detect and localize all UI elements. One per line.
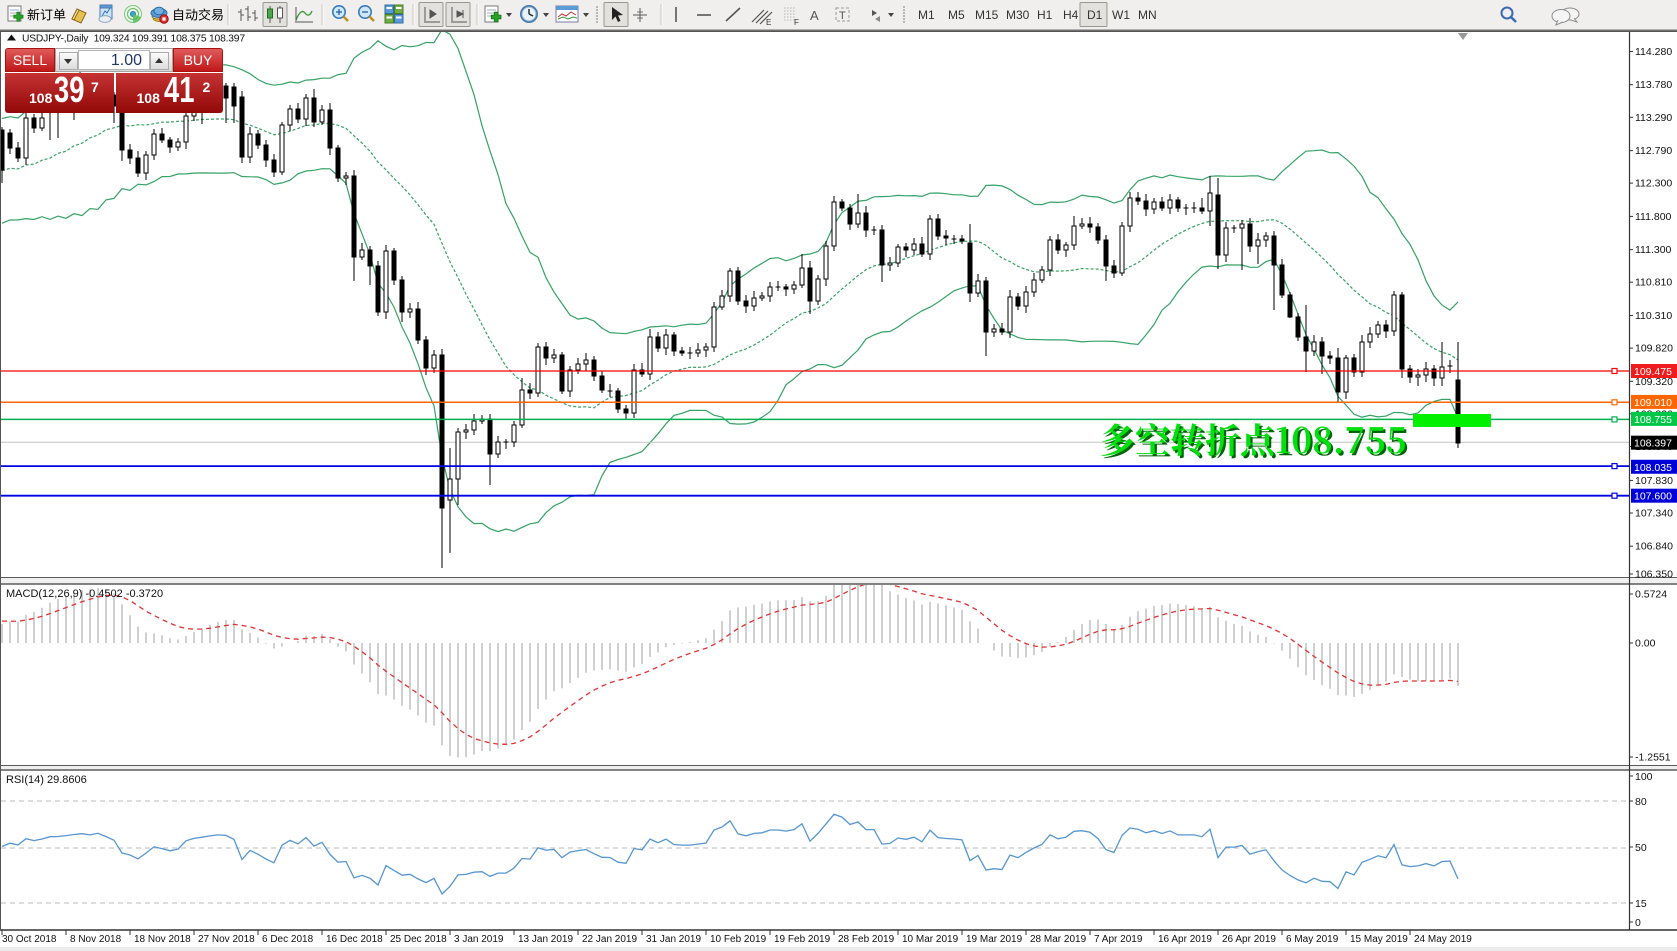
svg-text:F: F: [794, 18, 799, 27]
svg-text:W1: W1: [1112, 8, 1130, 22]
svg-text:E: E: [766, 18, 771, 27]
svg-text:109.820: 109.820: [1635, 343, 1673, 355]
svg-text:113.780: 113.780: [1635, 79, 1672, 91]
svg-text:RSI(14) 29.8606: RSI(14) 29.8606: [6, 774, 87, 786]
svg-text:110.310: 110.310: [1635, 310, 1672, 322]
svg-text:6 May 2019: 6 May 2019: [1286, 934, 1339, 945]
svg-text:M5: M5: [948, 8, 965, 22]
svg-text:MACD(12,26,9) -0.4502 -0.3720: MACD(12,26,9) -0.4502 -0.3720: [6, 588, 163, 600]
svg-text:108.755: 108.755: [1634, 414, 1672, 426]
svg-text:24 May 2019: 24 May 2019: [1414, 934, 1472, 945]
svg-text:100: 100: [1635, 771, 1653, 783]
svg-text:108.397: 108.397: [1634, 438, 1672, 450]
svg-text:19 Feb 2019: 19 Feb 2019: [774, 934, 831, 945]
svg-text:22 Jan 2019: 22 Jan 2019: [582, 934, 637, 945]
svg-text:A: A: [810, 8, 819, 23]
svg-text:15 May 2019: 15 May 2019: [1350, 934, 1408, 945]
svg-text:6 Dec 2018: 6 Dec 2018: [262, 934, 314, 945]
svg-text:H4: H4: [1063, 8, 1079, 22]
svg-text:0.00: 0.00: [1635, 638, 1656, 650]
svg-text:28 Feb 2019: 28 Feb 2019: [838, 934, 895, 945]
svg-text:28 Mar 2019: 28 Mar 2019: [1030, 934, 1087, 945]
svg-text:T: T: [839, 10, 846, 22]
svg-text:M1: M1: [918, 8, 935, 22]
svg-text:109.475: 109.475: [1634, 366, 1672, 378]
svg-text:13 Jan 2019: 13 Jan 2019: [518, 934, 573, 945]
svg-text:10 Feb 2019: 10 Feb 2019: [710, 934, 767, 945]
svg-text:110.810: 110.810: [1635, 277, 1672, 289]
svg-text:107.340: 107.340: [1635, 507, 1673, 519]
svg-text:15: 15: [1635, 898, 1647, 910]
svg-text:0: 0: [1635, 917, 1641, 929]
svg-text:-1.2551: -1.2551: [1635, 752, 1671, 764]
svg-text:111.800: 111.800: [1635, 211, 1672, 223]
svg-text:10 Mar 2019: 10 Mar 2019: [902, 934, 959, 945]
svg-text:108.035: 108.035: [1634, 462, 1672, 474]
svg-text:114.280: 114.280: [1635, 46, 1672, 58]
svg-text:MN: MN: [1138, 8, 1157, 22]
svg-text:80: 80: [1635, 796, 1647, 808]
svg-text:D1: D1: [1087, 8, 1103, 22]
svg-text:7 Apr 2019: 7 Apr 2019: [1094, 934, 1143, 945]
svg-text:M15: M15: [975, 8, 999, 22]
svg-text:M30: M30: [1006, 8, 1030, 22]
svg-text:25 Dec 2018: 25 Dec 2018: [390, 934, 447, 945]
svg-text:50: 50: [1635, 842, 1647, 854]
svg-text:109.010: 109.010: [1634, 397, 1672, 409]
svg-text:112.790: 112.790: [1635, 145, 1672, 157]
svg-text:H1: H1: [1037, 8, 1053, 22]
svg-text:111.300: 111.300: [1635, 244, 1672, 256]
svg-text:19 Mar 2019: 19 Mar 2019: [966, 934, 1023, 945]
svg-text:3 Jan 2019: 3 Jan 2019: [454, 934, 504, 945]
svg-text:27 Nov 2018: 27 Nov 2018: [198, 934, 255, 945]
svg-text:112.300: 112.300: [1635, 178, 1672, 190]
svg-text:8 Nov 2018: 8 Nov 2018: [70, 934, 122, 945]
svg-text:107.600: 107.600: [1634, 491, 1672, 503]
svg-text:0.5724: 0.5724: [1635, 589, 1667, 601]
svg-text:18 Nov 2018: 18 Nov 2018: [134, 934, 191, 945]
svg-text:106.350: 106.350: [1635, 569, 1673, 581]
svg-text:107.830: 107.830: [1635, 475, 1673, 487]
svg-text:109.320: 109.320: [1635, 376, 1673, 388]
svg-text:26 Apr 2019: 26 Apr 2019: [1222, 934, 1276, 945]
svg-text:31 Jan 2019: 31 Jan 2019: [646, 934, 701, 945]
svg-text:16 Dec 2018: 16 Dec 2018: [326, 934, 383, 945]
svg-text:30 Oct 2018: 30 Oct 2018: [2, 934, 57, 945]
svg-text:16 Apr 2019: 16 Apr 2019: [1158, 934, 1212, 945]
svg-text:USDJPY-,Daily 109.324 109.391: USDJPY-,Daily 109.324 109.391 108.375 10…: [22, 34, 245, 45]
svg-text:106.840: 106.840: [1635, 541, 1673, 553]
svg-text:113.290: 113.290: [1635, 112, 1672, 124]
